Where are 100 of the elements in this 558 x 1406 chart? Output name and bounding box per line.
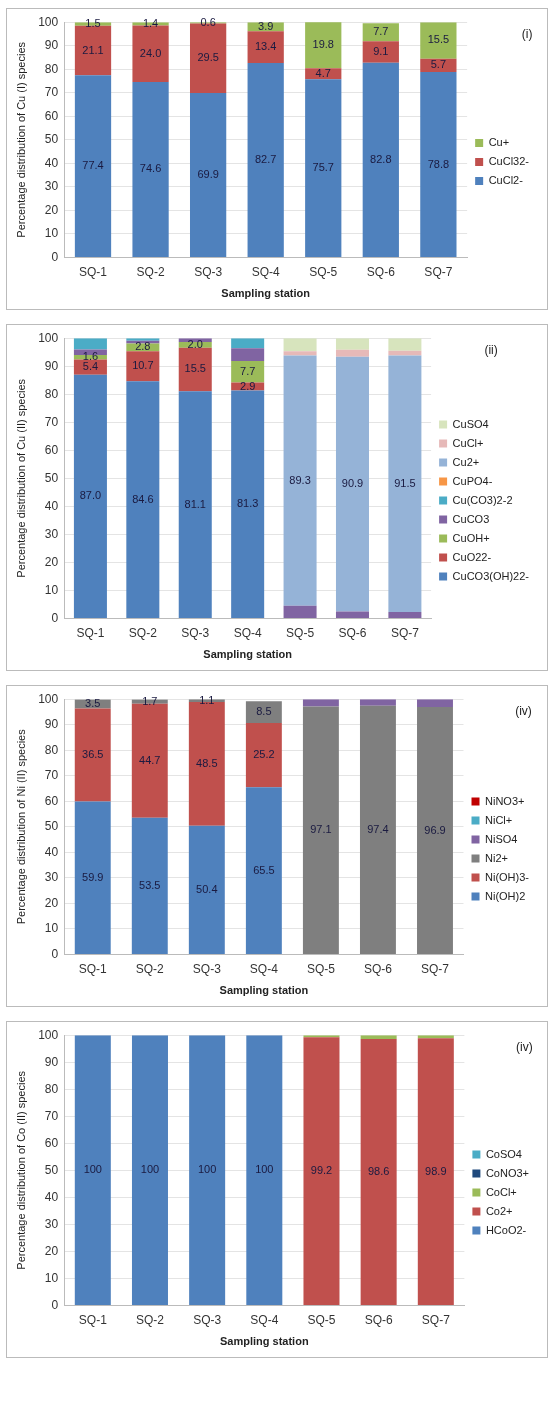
data-label: 100 (83, 1163, 102, 1176)
legend-label: Co2+ (485, 1204, 513, 1217)
data-label: 15.5 (184, 362, 206, 375)
x-tick-label: SQ-2 (135, 961, 165, 976)
x-axis-title: Sampling station (219, 984, 309, 997)
y-tick-label: 10 (44, 1270, 59, 1285)
y-tick-label: 50 (44, 1162, 59, 1177)
y-axis-title: Percentage distribution of Cu (II) species (14, 378, 27, 578)
x-tick-label: SQ-1 (78, 961, 108, 976)
legend-label: Cu2+ (452, 455, 480, 468)
x-tick-label: SQ-5 (286, 625, 315, 640)
x-tick-label: SQ-6 (366, 264, 396, 279)
data-label: 48.5 (196, 756, 218, 769)
data-label: 100 (140, 1163, 160, 1176)
y-tick-label: 40 (44, 498, 59, 513)
data-label: 59.9 (82, 870, 104, 883)
bar (302, 706, 339, 954)
data-label: 25.2 (253, 748, 275, 761)
legend-label: CuCO3 (452, 512, 490, 525)
bar (231, 360, 265, 383)
x-tick-label: SQ-3 (192, 961, 222, 976)
bar (420, 72, 457, 257)
bar (73, 374, 107, 618)
data-label: 53.5 (139, 878, 161, 891)
legend-label: NiNO3+ (485, 794, 525, 807)
data-label: 5.7 (430, 58, 447, 71)
data-label: 87.0 (79, 489, 102, 502)
y-tick-label: 10 (44, 921, 59, 936)
data-label: 78.8 (427, 157, 450, 170)
legend-label: NiSO4 (485, 832, 518, 845)
y-tick-label: 40 (44, 844, 59, 859)
data-label: 13.4 (254, 40, 277, 53)
y-tick-label: 90 (44, 358, 59, 373)
x-tick-label: SQ-4 (233, 625, 262, 640)
data-label: 7.7 (373, 25, 389, 38)
data-label: 29.5 (197, 51, 219, 64)
data-label: 5.4 (82, 360, 99, 373)
y-tick-label: 50 (44, 470, 59, 485)
bar (283, 351, 317, 356)
y-tick-label: 100 (38, 691, 59, 706)
legend-label: Ni2+ (485, 851, 508, 864)
bar (388, 355, 422, 612)
bar (74, 801, 111, 954)
bar (245, 787, 282, 954)
bar (359, 699, 396, 706)
legend-label: CuCl2- (488, 174, 524, 187)
data-label: 36.5 (82, 747, 104, 760)
data-label: 89.3 (289, 473, 311, 486)
data-label: 75.7 (312, 161, 334, 174)
data-label: 10.7 (132, 359, 154, 372)
x-tick-label: SQ-5 (306, 961, 336, 976)
bar (245, 722, 282, 788)
bar (231, 390, 265, 618)
x-tick-label: SQ-7 (420, 961, 450, 976)
y-tick-label: 40 (44, 1189, 59, 1204)
data-label: 77.4 (82, 159, 104, 172)
data-label: 98.9 (425, 1164, 447, 1177)
x-tick-label: SQ-7 (424, 264, 453, 279)
data-label: 65.5 (253, 863, 275, 876)
y-tick-label: 20 (44, 895, 59, 910)
data-label: 82.7 (254, 152, 277, 165)
x-tick-label: SQ-6 (364, 1312, 393, 1327)
x-axis-title: Sampling station (203, 648, 293, 661)
legend-label: CuCl+ (452, 436, 484, 449)
data-label: 15.5 (427, 33, 450, 46)
y-tick-label: 0 (51, 1297, 59, 1312)
y-tick-label: 60 (44, 793, 59, 808)
y-tick-label: 100 (38, 330, 59, 345)
data-label: 91.5 (394, 476, 416, 489)
data-label: 82.8 (370, 152, 392, 165)
x-tick-label: SQ-4 (250, 1312, 279, 1327)
bar (188, 825, 225, 954)
bar (302, 699, 339, 707)
data-label: 98.6 (367, 1164, 390, 1177)
data-label: 69.9 (197, 167, 219, 180)
y-tick-label: 90 (44, 717, 59, 732)
y-axis-title: Percentage distribution of Ni (II) species (14, 728, 27, 925)
y-tick-label: 30 (44, 1216, 59, 1231)
y-tick-label: 80 (44, 386, 59, 401)
data-label: 2.0 (187, 337, 203, 350)
y-tick-label: 100 (38, 14, 59, 29)
data-label: 84.6 (132, 492, 154, 505)
legend-label: CoSO4 (485, 1147, 522, 1160)
data-label: 99.2 (310, 1164, 333, 1177)
y-tick-label: 0 (51, 249, 59, 264)
legend-label: Cu(CO3)2-2 (452, 493, 513, 506)
y-tick-label: 90 (44, 38, 59, 53)
x-tick-label: SQ-6 (338, 625, 367, 640)
x-tick-label: SQ-7 (421, 1312, 451, 1327)
bar (335, 356, 369, 612)
y-tick-label: 70 (44, 414, 59, 429)
y-tick-label: 20 (44, 1243, 59, 1258)
data-label: 81.3 (236, 497, 259, 510)
y-tick-label: 50 (44, 132, 59, 147)
bar (132, 81, 169, 257)
y-tick-label: 10 (44, 582, 59, 597)
y-tick-label: 60 (44, 442, 59, 457)
data-label: 4.7 (315, 66, 331, 79)
y-tick-label: 0 (51, 610, 59, 625)
bar (231, 348, 265, 361)
